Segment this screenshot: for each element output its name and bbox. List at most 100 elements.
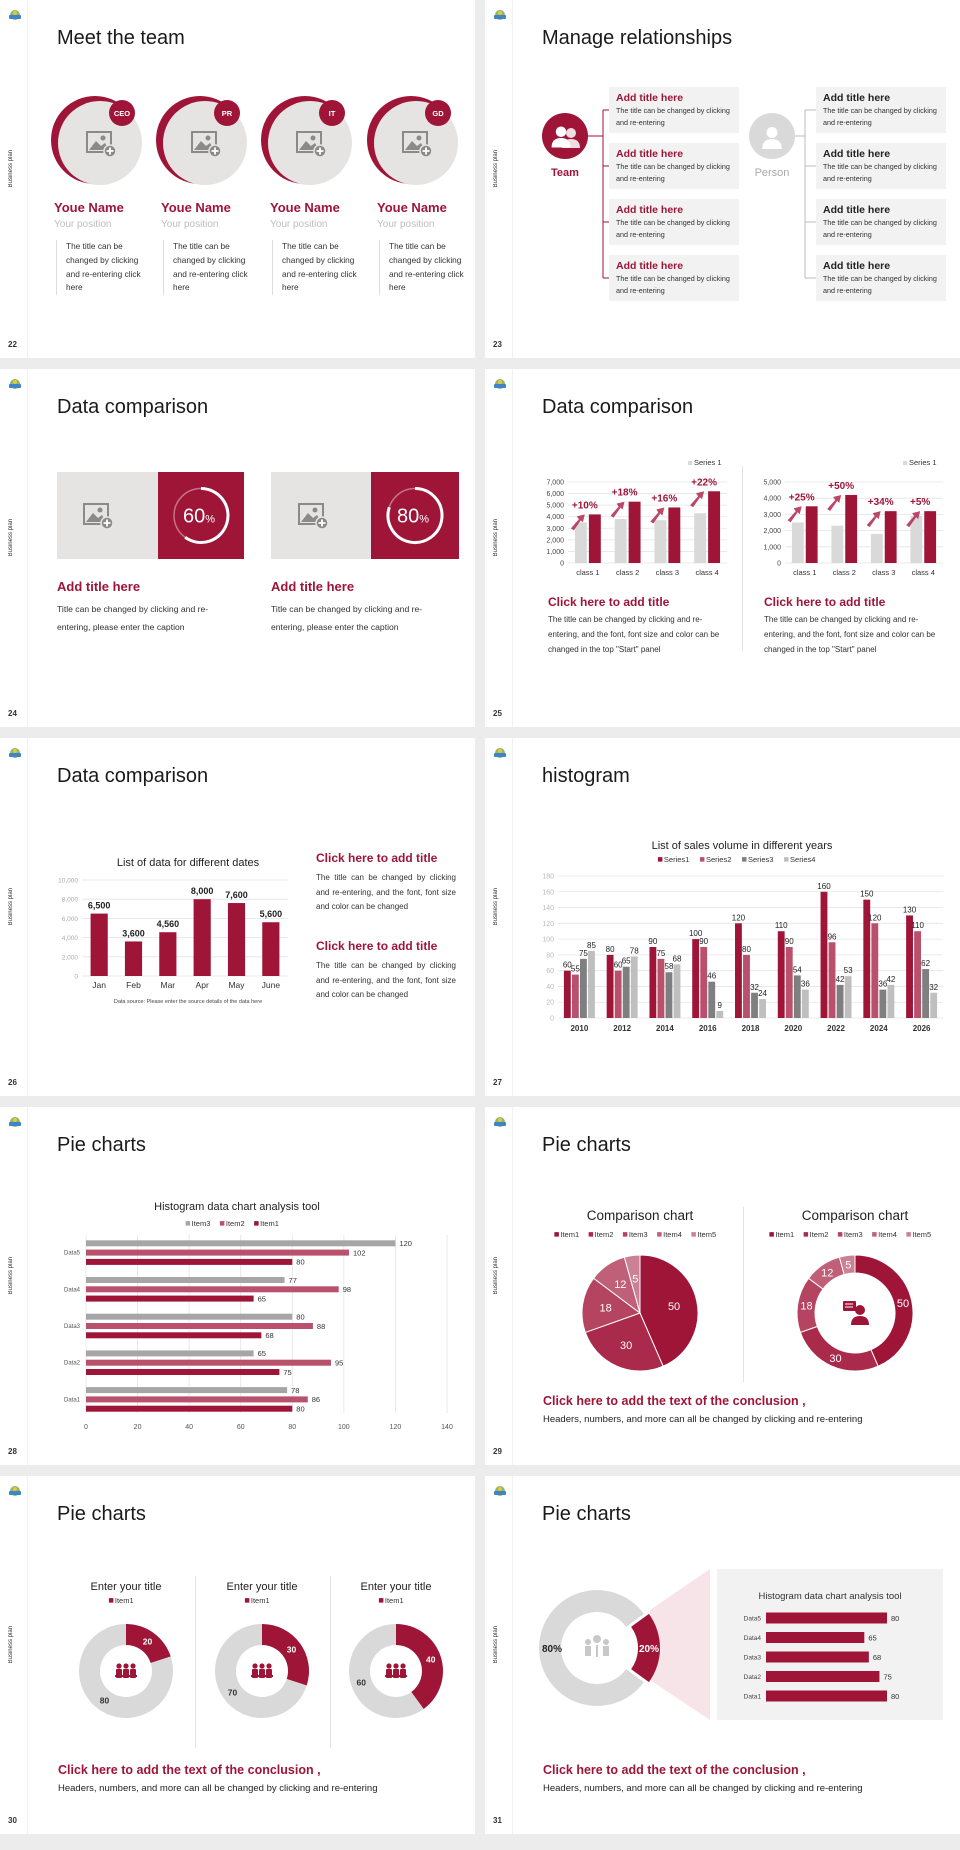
image-placeholder-icon <box>405 141 425 150</box>
item-title: Add title here <box>823 260 891 272</box>
bar <box>588 514 601 563</box>
bar <box>86 1332 262 1339</box>
legend-label: Series 1 <box>909 458 937 467</box>
logo-icon <box>498 11 502 15</box>
legend-label: Item5 <box>912 1230 931 1239</box>
team-icon <box>566 128 576 138</box>
team-icon <box>542 113 588 159</box>
x-tick-label: 20 <box>134 1424 142 1431</box>
y-tick-label: Data2 <box>744 1674 762 1681</box>
data-label: 160 <box>817 882 831 891</box>
bar <box>668 507 681 563</box>
bar <box>910 516 923 563</box>
progress-ring <box>184 487 230 544</box>
team-item[interactable]: Add title here The title can be changed b… <box>609 199 739 245</box>
x-tick-label: class 2 <box>616 568 639 577</box>
data-label: 85 <box>587 941 596 950</box>
bar <box>628 501 641 563</box>
pie-slice <box>262 1624 309 1686</box>
legend-label: Item3 <box>844 1230 863 1239</box>
data-label: 68 <box>873 1653 881 1662</box>
logo-icon <box>9 384 21 388</box>
item-text: The title can be changed by clicking and… <box>616 274 730 295</box>
person-item[interactable]: Add title here The title can be changed b… <box>816 143 946 189</box>
data-label: 80 <box>606 945 615 954</box>
x-tick-label: class 4 <box>695 568 718 577</box>
bar <box>801 989 809 1018</box>
item-title: Add title here <box>616 260 684 272</box>
member-position: Your position <box>377 219 435 230</box>
bar <box>793 975 801 1018</box>
person-item[interactable]: Add title here The title can be changed b… <box>816 87 946 133</box>
divider <box>27 0 28 358</box>
x-tick-label: Apr <box>196 980 209 990</box>
data-label: 80 <box>891 1692 899 1701</box>
slice-label: 50 <box>897 1298 909 1310</box>
x-tick-label: 2014 <box>656 1024 674 1033</box>
bar <box>86 1277 285 1283</box>
person-item[interactable]: Add title here The title can be changed b… <box>816 199 946 245</box>
x-tick-label: 2012 <box>613 1024 631 1033</box>
slice-label: 70 <box>228 1687 238 1697</box>
data-label: 62 <box>921 959 930 968</box>
bar <box>159 932 177 976</box>
slide-title: Data comparison <box>542 396 694 418</box>
data-label: 78 <box>291 1386 299 1395</box>
x-tick-label: 2010 <box>570 1024 588 1033</box>
slide-26[interactable]: List of data for different dates 0 2,000 4,… <box>0 738 475 1096</box>
team-item[interactable]: Add title here The title can be changed b… <box>609 255 739 301</box>
slide-25[interactable]: 0 1,000 2,000 3,000 4,000 5,000 6,000 7,000 clas… <box>485 369 960 727</box>
bar <box>844 976 852 1018</box>
logo-icon <box>9 1491 21 1495</box>
block-title: Click here to add title <box>316 939 438 953</box>
slide-27[interactable]: List of sales volume in different years S… <box>485 738 960 1096</box>
slide-28[interactable]: Histogram data chart analysis tool Item3 I… <box>0 1107 475 1465</box>
member-description: The title can be changed by clicking and… <box>272 240 360 296</box>
legend-label: Series1 <box>664 855 689 864</box>
slide-24[interactable]: 60% 80% Business plan 24 Data comparison … <box>0 369 475 727</box>
panel-text: The title can be changed by clicking and… <box>548 615 720 654</box>
legend-swatch <box>185 1221 191 1226</box>
slide-graphics: List of data for different dates 0 2,000 4,… <box>9 748 288 1005</box>
slide-31[interactable]: 20% 80% Histogram data chart analysis tool… <box>485 1476 960 1834</box>
team-item[interactable]: Add title here The title can be changed b… <box>609 143 739 189</box>
legend-swatch <box>903 461 907 465</box>
data-label: 54 <box>793 965 802 974</box>
connector-line <box>795 109 816 279</box>
bar <box>630 956 638 1018</box>
plus-icon <box>106 147 114 155</box>
side-label: Business plan <box>493 888 499 926</box>
slide-graphics: CEO PR IT GD <box>9 10 458 185</box>
slide-30[interactable]: Enter your title Item1 20 80 Enter your titl… <box>0 1476 475 1834</box>
slide-23[interactable]: Business plan 23 Manage relationships Te… <box>485 0 960 358</box>
legend-label: Series3 <box>748 855 773 864</box>
bar <box>845 494 858 563</box>
data-label: 102 <box>353 1248 366 1257</box>
data-label: 8,000 <box>191 886 214 896</box>
team-item[interactable]: Add title here The title can be changed b… <box>609 87 739 133</box>
customer-service-icon <box>843 1301 856 1311</box>
growth-label: +16% <box>651 493 677 504</box>
team-icon <box>400 1663 406 1669</box>
bar <box>836 984 844 1018</box>
data-label: 120 <box>868 913 882 922</box>
bar <box>743 954 750 1018</box>
x-tick-label: May <box>228 980 245 990</box>
person-item[interactable]: Add title here The title can be changed b… <box>816 255 946 301</box>
slide-29[interactable]: Comparison chart Item1 Item2 Item3 Item4 Item… <box>485 1107 960 1465</box>
item-text: The title can be changed by clicking and… <box>616 106 730 127</box>
team-icon <box>551 138 571 148</box>
team-icon <box>252 1663 258 1669</box>
growth-arrow-icon <box>787 506 802 523</box>
side-label: Business plan <box>8 888 14 926</box>
x-tick-label: 2016 <box>699 1024 717 1033</box>
y-tick-label: 1,000 <box>763 544 781 551</box>
person-icon <box>762 139 782 149</box>
data-label: 65 <box>258 1349 266 1358</box>
x-tick-label: 2026 <box>913 1024 931 1033</box>
growth-arrow-icon <box>906 511 921 528</box>
data-label: 53 <box>844 966 853 975</box>
legend-label: Item1 <box>115 1596 134 1605</box>
slide-22[interactable]: CEO PR IT GD Business plan 22 Meet the team… <box>0 0 475 358</box>
bar <box>805 506 818 563</box>
